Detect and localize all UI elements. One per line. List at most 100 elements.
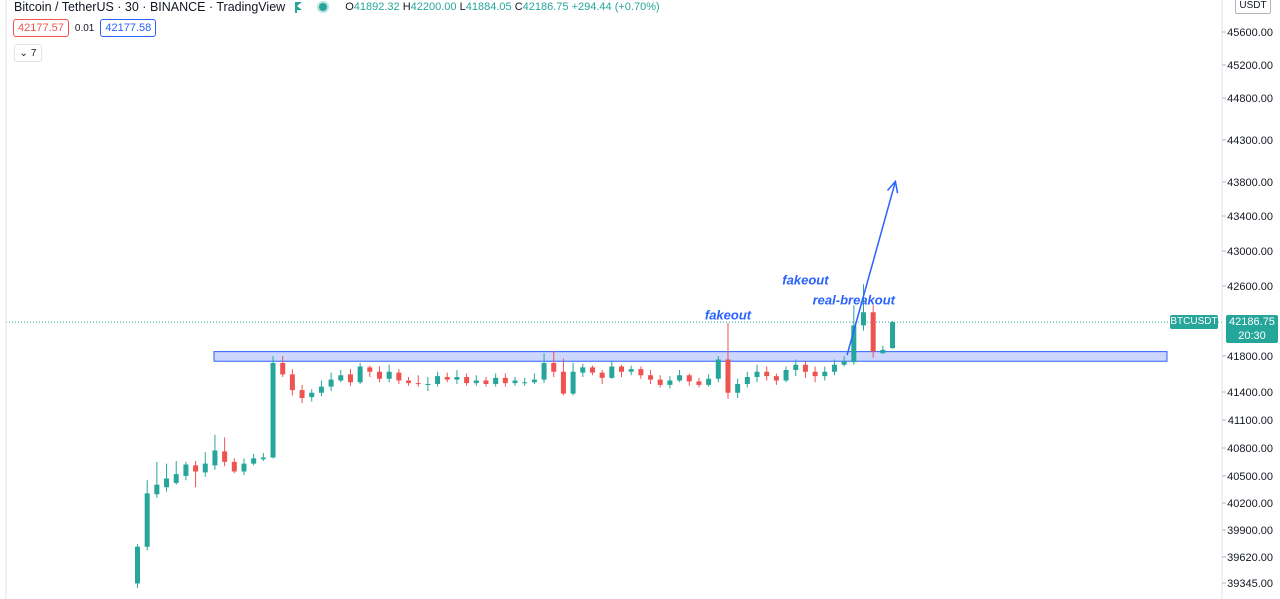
y-tick-label: 40800.00 (1227, 443, 1273, 455)
candle-body (299, 390, 305, 398)
y-tick-label: 45600.00 (1227, 27, 1273, 39)
candle (144, 480, 150, 551)
candle (164, 463, 170, 492)
candle (289, 369, 295, 396)
candle-body (802, 364, 808, 372)
candle-body (551, 363, 557, 372)
candle-body (473, 380, 479, 384)
candle (735, 378, 741, 398)
candle (793, 359, 799, 377)
candle-body (425, 384, 431, 385)
y-tick-label: 43000.00 (1227, 246, 1273, 258)
candle-body (512, 380, 518, 384)
candle (318, 380, 324, 397)
candle (212, 434, 218, 470)
last-price-tag: 42186.75 20:30 (1226, 315, 1278, 343)
candle-body (570, 371, 576, 394)
candle (299, 384, 305, 404)
y-tick-label: 44300.00 (1227, 135, 1273, 147)
candle (173, 461, 179, 485)
candle-body (377, 371, 382, 379)
y-tick-label: 40200.00 (1227, 498, 1273, 510)
y-tick-label: 43400.00 (1227, 211, 1273, 223)
candle-body (154, 484, 160, 495)
change-value: +294.44 (+0.70%) (571, 1, 660, 13)
candle (551, 350, 557, 377)
y-tick-label: 41800.00 (1227, 351, 1273, 363)
candle-body (328, 379, 334, 387)
candle (802, 361, 808, 378)
indicators-count: 7 (30, 47, 37, 59)
candle (744, 371, 750, 388)
price-axis: 45600.00 45200.00 44800.00 44300.00 43800.00… (5, 0, 1273, 599)
candle-body (783, 370, 789, 381)
candle-body (483, 380, 489, 384)
indicators-toggle-button[interactable]: ⌄ 7 (14, 44, 42, 62)
resistance-zone-rect (213, 351, 1168, 362)
candle-body (144, 493, 150, 547)
candle-body (406, 380, 412, 384)
candle (231, 458, 237, 474)
candle-body (260, 457, 266, 460)
flag-icon[interactable] (295, 1, 305, 13)
candle-body (686, 375, 692, 382)
candle-body (541, 363, 547, 380)
market-status-icon (319, 3, 328, 11)
candle (309, 389, 315, 402)
candle (328, 372, 334, 391)
trade-buttons: 42177.57 0.01 42177.58 (13, 19, 157, 37)
y-tick-label: 41100.00 (1228, 415, 1273, 427)
buy-button[interactable]: 42177.58 (100, 19, 157, 37)
candle (464, 373, 470, 386)
y-tick-label: 42600.00 (1227, 281, 1273, 293)
candle-body (870, 312, 876, 352)
candle (725, 322, 731, 399)
candle-body (270, 363, 276, 458)
candle (473, 375, 479, 386)
candles-group (135, 284, 896, 588)
candle (686, 373, 692, 386)
candle-body (173, 474, 179, 483)
candle (377, 366, 382, 383)
candle (851, 305, 857, 365)
candle (783, 366, 789, 383)
candle-body (318, 386, 324, 393)
arrow-head-icon (886, 179, 899, 194)
y-tick-label: 41400.00 (1227, 387, 1273, 399)
candle (531, 373, 537, 384)
candle (870, 305, 876, 358)
symbol-legend: Bitcoin / TetherUS · 30 · BINANCE · Trad… (14, 0, 660, 14)
candle (512, 377, 518, 386)
candle-body (251, 458, 257, 464)
candle-body (280, 363, 286, 375)
candle (696, 377, 702, 388)
candle (764, 366, 770, 381)
candle (135, 544, 140, 588)
candle-body (193, 465, 199, 472)
resistance-zone (213, 351, 1168, 362)
symbol-title[interactable]: Bitcoin / TetherUS · 30 · BINANCE · Trad… (14, 0, 286, 14)
candle (193, 461, 199, 488)
candle-body (890, 322, 896, 349)
candle-body (212, 450, 218, 466)
candle (541, 353, 547, 384)
candle-body (599, 372, 605, 378)
currency-button[interactable]: USDT (1235, 0, 1271, 14)
symbol-price-tag: BTCUSDT (1170, 315, 1218, 329)
candle-body (880, 349, 886, 354)
candle-body (396, 372, 402, 381)
spread-value: 0.01 (74, 22, 95, 34)
candle-body (338, 375, 344, 381)
candle-body (831, 364, 837, 372)
candle (822, 366, 828, 381)
candle (599, 370, 605, 384)
candle (154, 461, 160, 498)
candle (648, 370, 654, 384)
candle (202, 452, 208, 477)
last-price-value: 42186.75 (1229, 316, 1275, 328)
sell-button[interactable]: 42177.57 (13, 19, 69, 37)
candle-body (638, 369, 644, 376)
candle (425, 377, 431, 391)
